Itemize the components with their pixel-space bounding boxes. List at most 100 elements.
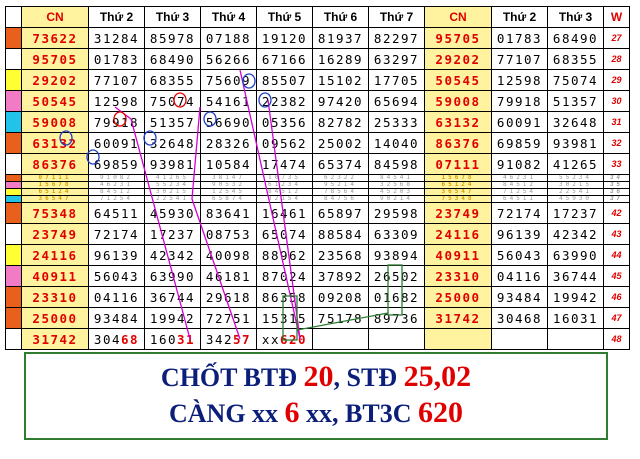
day-value: 69859 [491,132,548,154]
empty-cell [312,328,369,350]
day-value: 25002 [312,132,369,154]
cn-value: 25000 [424,286,492,308]
day-value: 96139 [88,244,145,266]
cn-value: 75348 [21,202,89,224]
table-row: 23749 72174 17237 08753 65074 88584 63309 24116… [5,223,630,245]
cn-value: 07111 [21,174,89,182]
day-value: 77107 [491,48,548,70]
empty-cell [547,328,604,350]
table-row-last: 31742 30468 16031 34257 xx620 48 [5,328,630,350]
day-value: 95214 [312,181,369,189]
day-value: 09208 [312,286,369,308]
day-value: 41265 [144,174,201,182]
day-value: 78564 [312,188,369,196]
day-value: 91082 [491,153,548,175]
day-value: 71254 [491,188,548,196]
day-value: 45203 [368,188,425,196]
day-value: 84598 [368,153,425,175]
day-value: 12545 [200,188,257,196]
row-color-marker [5,48,22,70]
day-value: 72174 [88,223,145,245]
value-btd: 20 [303,360,334,393]
table-row: 75348 64511 45930 83641 16461 65897 29598 23749… [5,202,630,224]
day-value: 68355 [144,69,201,91]
day-value: 64511 [88,202,145,224]
cn-value: 73622 [21,27,89,49]
header-marker [5,6,22,28]
day-value: 26502 [368,265,425,287]
week-number: 47 [603,307,630,329]
row-color-marker [5,265,22,287]
week-number: 35 [603,181,630,189]
cn-value: 95705 [424,27,492,49]
header-thu7: Thứ 7 [368,6,425,28]
day-value: 45930 [144,202,201,224]
prediction-line-2: CÀNG xx 6 xx, BT3C 620 [26,396,606,430]
header-row: CN Thứ 2 Thứ 3 Thứ 4 Thứ 5 Thứ 6 Thứ 7 C… [5,6,630,28]
row-color-marker [5,244,22,266]
cn-value: 95705 [21,48,89,70]
day-value: 90214 [368,195,425,203]
digits-known: 342 [205,331,233,347]
table-row: 29202 77107 68355 75609 85507 15102 17705 50545… [5,69,630,91]
cn-value: 86376 [424,132,492,154]
day-value: 72174 [491,202,548,224]
row-color-marker [5,223,22,245]
day-value: 88962 [256,244,313,266]
row-color-marker [5,286,22,308]
day-value: 41265 [547,153,604,175]
day-value: 22382 [256,90,313,112]
cn-value: 29202 [21,69,89,91]
table-row: 65124 84512 30215 12545 84512 78564 45203 36547… [5,188,630,196]
week-number: 33 [603,153,630,175]
day-value: 72751 [200,307,257,329]
table-row: 50545 12598 75074 54161 22382 97420 65694 59008… [5,90,630,112]
table-row: 15678 46231 55234 90532 61234 95214 32568 65124… [5,181,630,189]
digits-predicted: 57 [233,331,252,347]
cn-value: 15678 [21,181,89,189]
lottery-results-table: CN Thứ 2 Thứ 3 Thứ 4 Thứ 5 Thứ 6 Thứ 7 C… [5,6,630,350]
day-value: 30468 [491,307,548,329]
day-value: 65374 [312,153,369,175]
day-value: 63297 [368,48,425,70]
day-value: 38147 [200,174,257,182]
day-value: 30215 [144,188,201,196]
day-value: 12598 [88,90,145,112]
prediction-box: CHỐT BTĐ 20, STĐ 25,02 CÀNG xx 6 xx, BT3… [24,352,608,440]
digits-predicted: 68 [121,331,140,347]
row-color-marker [5,202,22,224]
cn-value: 24116 [21,244,89,266]
day-value: 46231 [88,181,145,189]
cn-value: 15678 [424,174,492,182]
label-bt3c: xx, BT3C [299,399,419,428]
header-thu3-b: Thứ 3 [547,6,604,28]
day-value: 09562 [256,132,313,154]
day-value: 75074 [547,69,604,91]
day-value: 07188 [200,27,257,49]
day-value: 65897 [312,202,369,224]
day-value: 75178 [312,307,369,329]
table-row: 40911 56043 63990 46181 87024 37892 26502 23310… [5,265,630,287]
day-value: 63309 [368,223,425,245]
day-value: 04116 [88,286,145,308]
day-value: 64511 [491,195,548,203]
day-value: 23568 [312,244,369,266]
header-thu5: Thứ 5 [256,6,313,28]
day-value: 05356 [256,111,313,133]
row-color-marker [5,328,22,350]
week-number: 37 [603,195,630,203]
cn-value: 36547 [424,188,492,196]
cn-value: 63132 [21,132,89,154]
day-value: 56043 [491,244,548,266]
day-value: 89736 [368,307,425,329]
day-value: 82782 [312,111,369,133]
header-week: W [603,6,630,28]
day-value: 79918 [88,111,145,133]
table-row: 07111 91082 41265 38147 10735 62322 84541 15678… [5,174,630,182]
header-thu2: Thứ 2 [88,6,145,28]
day-value: 63990 [547,244,604,266]
day-value: 67166 [256,48,313,70]
day-value: 77107 [88,69,145,91]
partial-value: 30468 [88,328,145,350]
day-value: 93981 [144,153,201,175]
